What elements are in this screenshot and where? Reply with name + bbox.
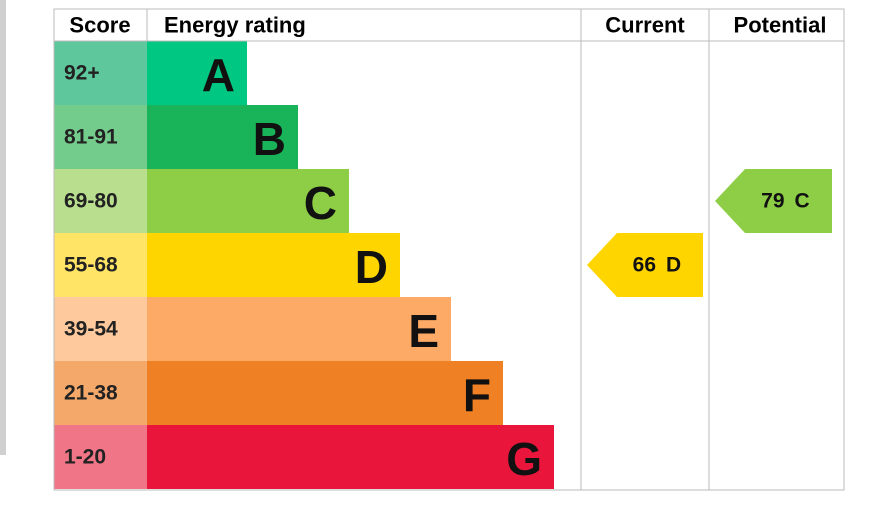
score-label: 81-91 [64,126,118,149]
potential-letter: C [795,190,810,213]
rating-bar [147,41,247,105]
score-label: 21-38 [64,382,118,405]
score-label: 39-54 [64,318,118,341]
rating-bar [147,425,554,489]
score-cell [54,105,147,169]
score-cell [54,169,147,233]
rating-bar [147,169,349,233]
rating-bar [147,361,503,425]
score-label: 1-20 [64,446,106,469]
score-cell [54,425,147,489]
current-letter: D [666,254,681,277]
header-rating: Energy rating [164,13,306,38]
table-frame [53,8,845,491]
rating-letter: B [253,113,286,165]
score-cell [54,233,147,297]
rating-letter: D [355,241,388,293]
rating-letter: A [202,49,235,101]
rating-letter: G [506,433,542,485]
potential-arrow [715,169,832,233]
header-current: Current [605,13,685,38]
score-label: 69-80 [64,190,118,213]
rating-letter: E [408,305,439,357]
score-label: 55-68 [64,254,118,277]
side-stripe [0,0,6,455]
rating-letter: C [304,177,337,229]
score-label: 92+ [64,62,100,85]
current-value: 66 [633,254,656,277]
rating-bar [147,233,400,297]
current-arrow [587,233,703,297]
header-potential: Potential [734,13,827,38]
score-cell [54,41,147,105]
header-score: Score [69,13,130,38]
rating-bar [147,297,451,361]
potential-value: 79 [761,190,784,213]
rating-letter: F [463,369,491,421]
rating-bar [147,105,298,169]
score-cell [54,297,147,361]
score-cell [54,361,147,425]
